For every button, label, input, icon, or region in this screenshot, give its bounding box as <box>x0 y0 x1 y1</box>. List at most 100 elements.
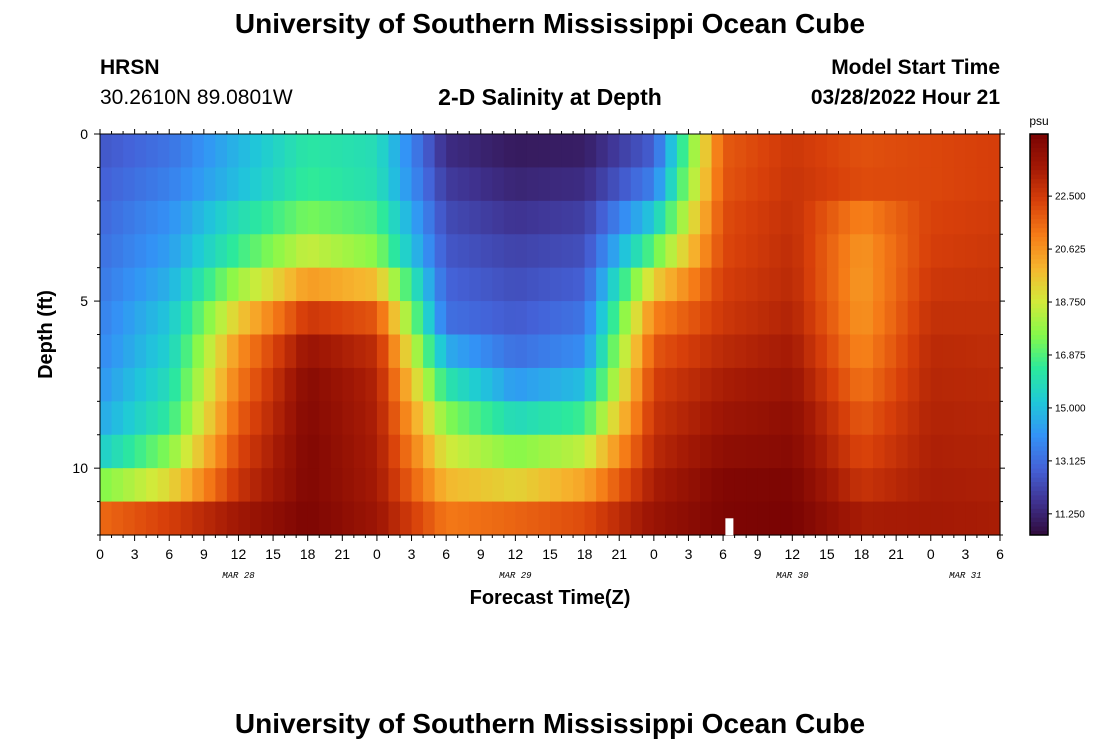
heatmap-cell <box>919 200 932 235</box>
colorbar-segment <box>1030 517 1048 523</box>
heatmap-cell <box>411 434 424 469</box>
heatmap-cell <box>411 301 424 336</box>
heatmap-cell <box>826 301 840 336</box>
heatmap-cell <box>561 200 574 235</box>
heatmap-cell <box>873 434 886 469</box>
heatmap-cell <box>492 167 505 202</box>
heatmap-cell <box>123 367 136 402</box>
colorbar-segment <box>1030 419 1048 425</box>
heatmap-cell <box>342 401 355 436</box>
heatmap-cell <box>861 167 874 202</box>
heatmap-cell <box>861 401 874 436</box>
heatmap-cell <box>123 301 136 336</box>
heatmap-cell <box>711 134 724 169</box>
heatmap-cell <box>919 234 932 269</box>
heatmap-cell <box>584 167 597 202</box>
heatmap-cell <box>296 301 309 336</box>
heatmap-cell <box>192 134 205 169</box>
heatmap-cell <box>965 401 978 436</box>
heatmap-cell <box>480 167 493 202</box>
heatmap-cell <box>642 401 655 436</box>
heatmap-cell <box>838 267 851 302</box>
heatmap-cell <box>365 234 378 269</box>
heatmap-cell <box>261 334 274 369</box>
heatmap-cell <box>515 468 528 503</box>
colorbar-segment <box>1030 383 1048 389</box>
heatmap-cell <box>826 167 840 202</box>
colorbar-segment <box>1030 205 1048 211</box>
heatmap-cell <box>365 367 378 402</box>
heatmap-cell <box>330 134 343 169</box>
heatmap-cell <box>988 468 1001 503</box>
heatmap-cell <box>492 200 505 235</box>
heatmap-cell <box>780 401 793 436</box>
heatmap-cell <box>250 468 263 503</box>
heatmap-cell <box>526 267 540 302</box>
heatmap-cell <box>630 367 643 402</box>
heatmap-cell <box>342 301 355 336</box>
heatmap-cell <box>850 134 863 169</box>
heatmap-cell <box>353 367 366 402</box>
heatmap-cell <box>826 367 840 402</box>
colorbar-segment <box>1030 236 1048 242</box>
heatmap-cell <box>434 234 447 269</box>
heatmap-cell <box>134 234 147 269</box>
heatmap-cell <box>573 234 586 269</box>
colorbar-segment <box>1030 392 1048 398</box>
heatmap-cell <box>203 501 216 536</box>
heatmap-cell <box>780 301 793 336</box>
heatmap-cell <box>873 367 886 402</box>
colorbar-tick-label: 20.625 <box>1055 245 1086 256</box>
heatmap-cell <box>700 501 713 536</box>
heatmap-cell <box>550 434 563 469</box>
heatmap-cell <box>919 501 932 536</box>
heatmap-cell <box>238 434 251 469</box>
heatmap-cell <box>884 434 897 469</box>
colorbar-segment <box>1030 481 1048 487</box>
heatmap-cell <box>169 334 182 369</box>
heatmap-cell <box>723 301 736 336</box>
heatmap-cell <box>907 167 920 202</box>
colorbar-segment <box>1030 249 1048 255</box>
heatmap-cell <box>803 200 816 235</box>
heatmap-cell <box>976 401 990 436</box>
heatmap-cell <box>919 334 932 369</box>
heatmap-cell <box>838 401 851 436</box>
heatmap-cell <box>180 501 193 536</box>
colorbar-segment <box>1030 512 1048 518</box>
heatmap-cell <box>169 200 182 235</box>
heatmap-cell <box>896 301 909 336</box>
heatmap-cell <box>238 134 251 169</box>
heatmap-cell <box>757 167 770 202</box>
heatmap-cell <box>550 301 563 336</box>
heatmap-cell <box>596 367 609 402</box>
heatmap-cell <box>930 401 943 436</box>
heatmap-cell <box>342 167 355 202</box>
heatmap-cell <box>203 401 216 436</box>
heatmap-cell <box>423 334 436 369</box>
heatmap-cell <box>688 234 701 269</box>
heatmap-cell <box>526 134 540 169</box>
heatmap-cell <box>850 468 863 503</box>
heatmap-cell <box>653 134 666 169</box>
colorbar-segment <box>1030 445 1048 451</box>
heatmap-cell <box>111 267 124 302</box>
heatmap-cell <box>711 200 724 235</box>
heatmap-cell <box>746 167 759 202</box>
plot-title: 2-D Salinity at Depth <box>438 84 662 110</box>
heatmap-cell <box>192 267 205 302</box>
heatmap-cell <box>573 434 586 469</box>
heatmap-cell <box>353 434 366 469</box>
heatmap-cell <box>296 401 309 436</box>
heatmap-cell <box>226 401 240 436</box>
colorbar-segment <box>1030 454 1048 460</box>
heatmap-cell <box>861 134 874 169</box>
heatmap-cell <box>319 501 332 536</box>
heatmap-cell <box>538 434 551 469</box>
colorbar-segment <box>1030 468 1048 474</box>
colorbar: 11.250 13.125 15.000 16.875 18.750 20.625 22.5… <box>1029 114 1086 536</box>
heatmap-cell <box>884 468 897 503</box>
heatmap-cell <box>630 334 643 369</box>
bottom-title: University of Southern Mississippi Ocean… <box>234 708 866 739</box>
heatmap-cell <box>550 234 563 269</box>
